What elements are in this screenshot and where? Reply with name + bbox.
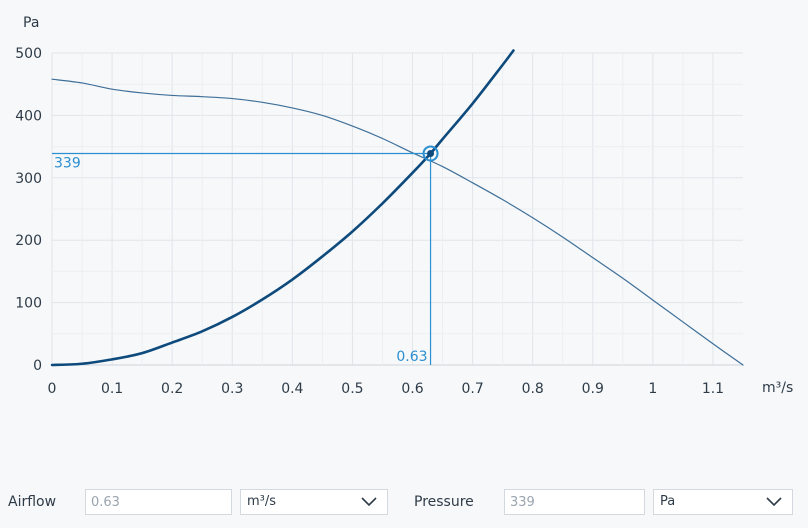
x-tick-label: 0.4: [281, 381, 303, 397]
y-tick-label: 500: [15, 46, 42, 62]
operating-point-ring: [422, 145, 439, 162]
y-tick-label: 300: [15, 171, 42, 187]
operating-point-y-label: 339: [54, 155, 81, 171]
x-axis-unit-label: m³/s: [762, 380, 793, 396]
y-tick-label: 100: [15, 296, 42, 312]
x-tick-label: 0.5: [341, 381, 363, 397]
x-tick-label: 0.9: [582, 381, 604, 397]
fan-curve-line: [51, 78, 744, 366]
x-tick-label: 0.1: [101, 381, 123, 397]
x-tick-label: 0.7: [461, 381, 483, 397]
system-curve-line: [50, 49, 515, 367]
x-tick-label: 0: [48, 381, 57, 397]
chevron-down-icon: [361, 497, 377, 507]
y-axis-unit-label: Pa: [23, 15, 39, 31]
controls-bar: Airflow m³/s Pressure Pa: [0, 489, 808, 519]
x-tick-label: 0.3: [221, 381, 243, 397]
y-tick-label: 200: [15, 233, 42, 249]
x-tick-label: 1.1: [702, 381, 724, 397]
tick-labels: 0 0.1 0.2 0.3 0.4 0.5 0.6 0.7 0.8 0.9 1 1.1 0 100 200 3…: [15, 46, 724, 397]
airflow-input[interactable]: [85, 489, 232, 515]
airflow-unit-select[interactable]: m³/s: [240, 489, 388, 515]
grid-minor: [52, 53, 743, 365]
operating-point-x-label: 0.63: [396, 349, 427, 365]
operating-point-dot: [427, 149, 435, 157]
y-tick-label: 400: [15, 108, 42, 124]
x-tick-label: 1: [648, 381, 657, 397]
chevron-down-icon: [766, 497, 782, 507]
pressure-label: Pressure: [414, 494, 474, 510]
airflow-label: Airflow: [8, 494, 57, 510]
operating-point-group: 339 0.63: [52, 145, 439, 365]
grid-major: [51, 52, 743, 366]
y-tick-label: 0: [33, 358, 42, 374]
fan-curve-chart: 0 0.1 0.2 0.3 0.4 0.5 0.6 0.7 0.8 0.9 1 1.1 0 100 200 3…: [15, 15, 793, 397]
pressure-unit-select[interactable]: Pa: [653, 489, 793, 515]
pressure-unit-value: Pa: [660, 494, 676, 509]
x-tick-label: 0.8: [522, 381, 544, 397]
x-tick-label: 0.2: [161, 381, 183, 397]
curves: [50, 49, 744, 367]
x-tick-label: 0.6: [401, 381, 423, 397]
airflow-unit-value: m³/s: [247, 494, 277, 509]
pressure-input[interactable]: [504, 489, 645, 515]
